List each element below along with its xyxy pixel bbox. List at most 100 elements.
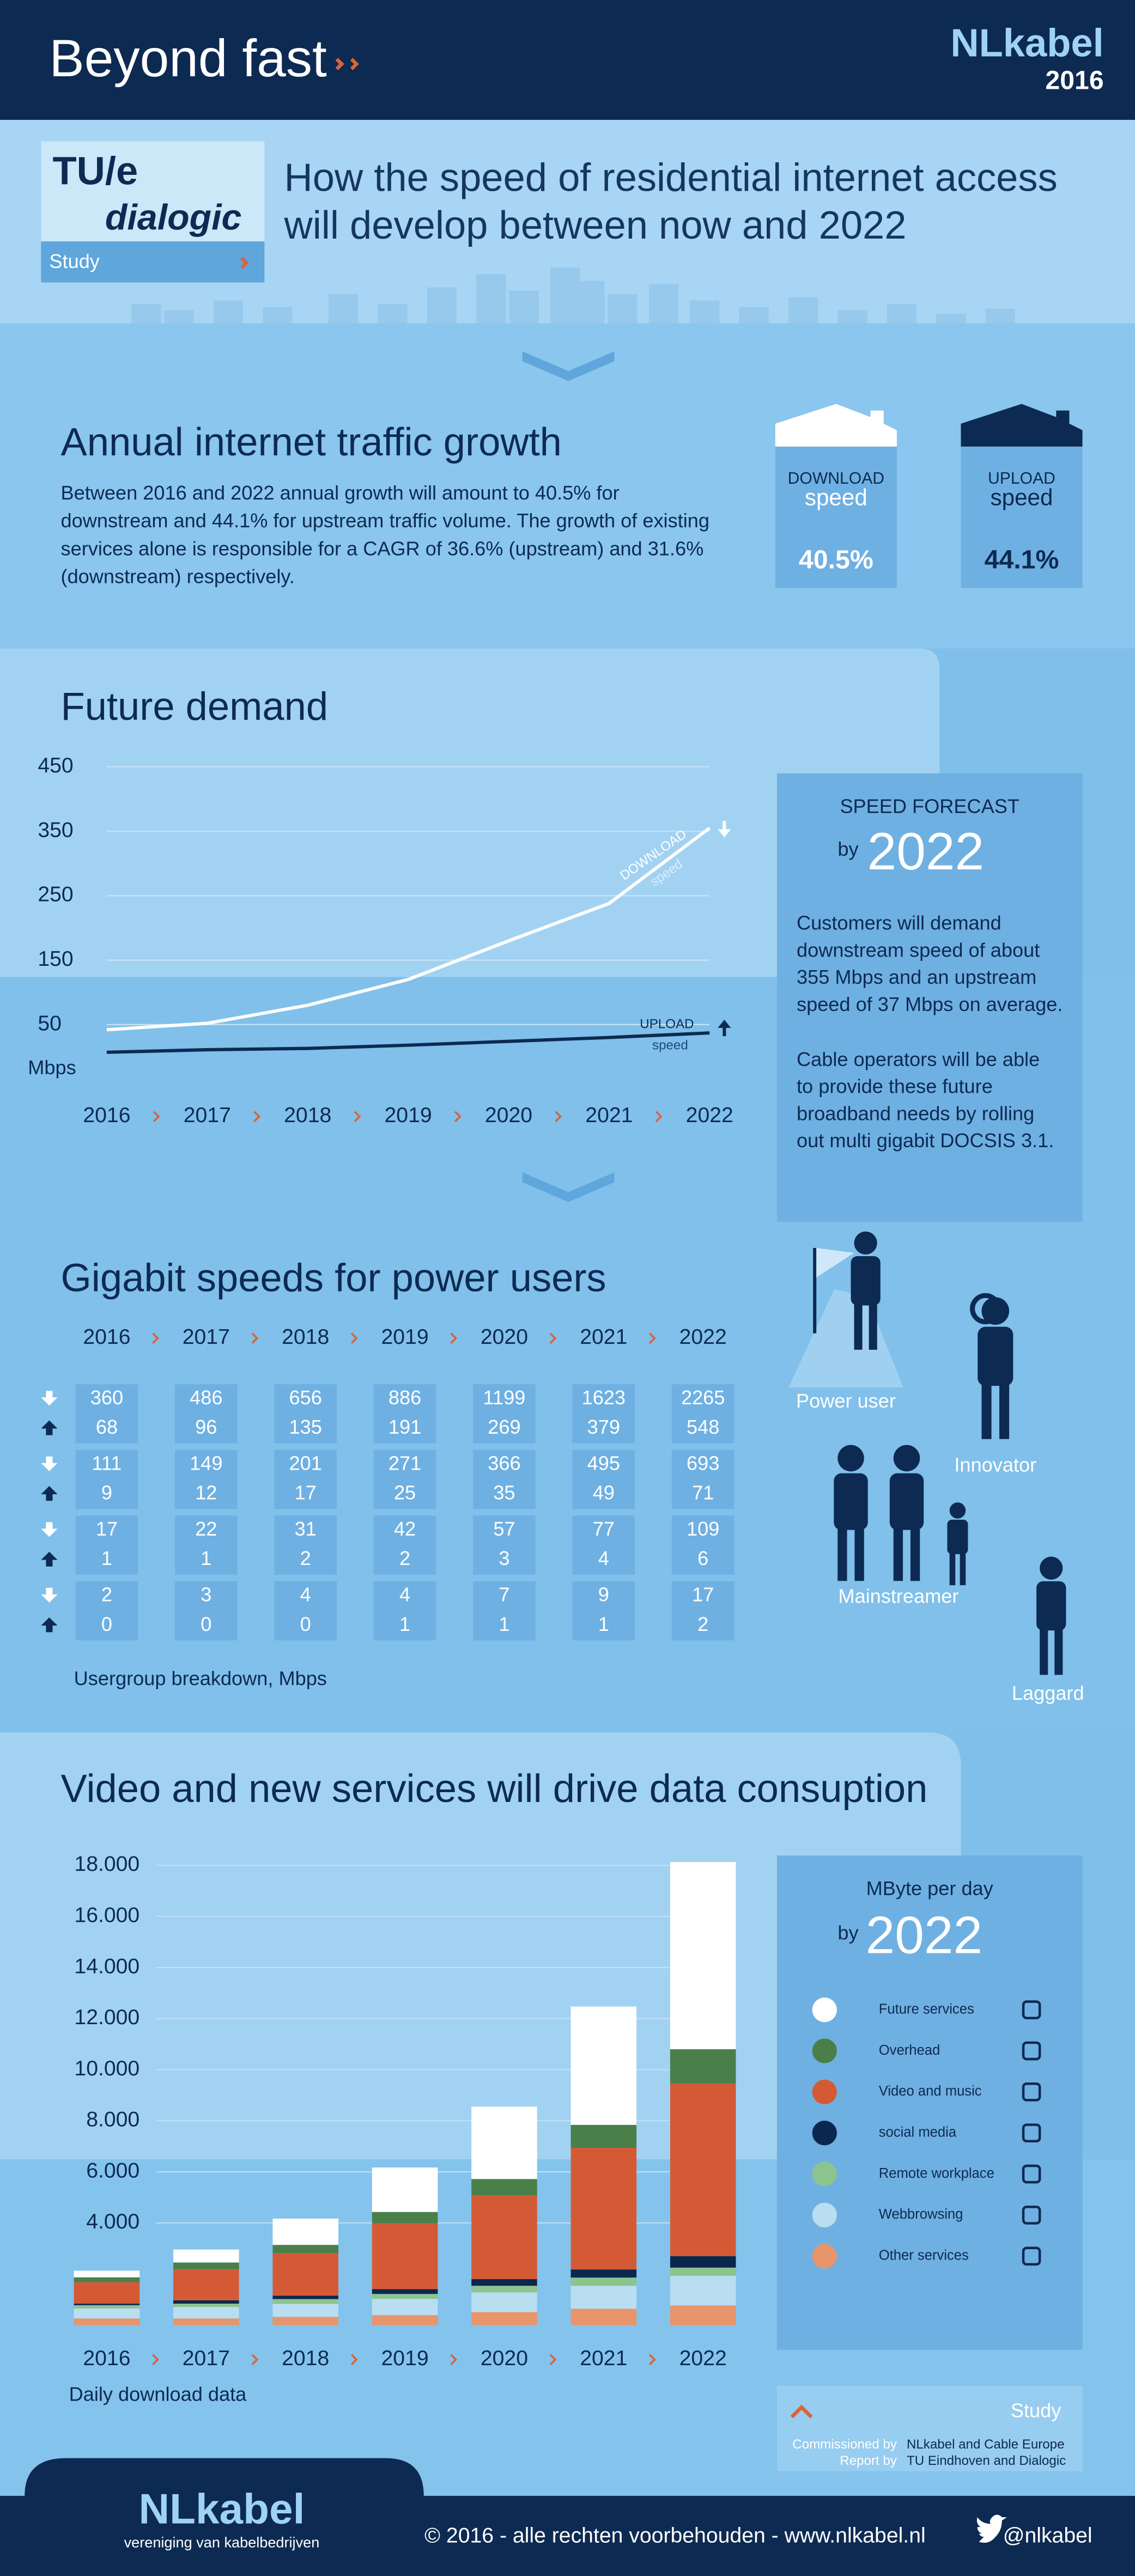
chevron: [648, 1332, 656, 1344]
y-tick-label: 50: [38, 1012, 62, 1035]
cell-value: 656: [289, 1386, 322, 1409]
forecast-line: 355 Mbps and an upstream: [797, 966, 1036, 988]
chevron: [648, 2354, 656, 2366]
cell-value: 31: [295, 1518, 317, 1540]
house-roof: [961, 404, 1083, 447]
person-body: [1036, 1581, 1066, 1631]
chevron: [152, 2354, 159, 2366]
person-body: [978, 1326, 1013, 1386]
cell-value: 17: [295, 1482, 317, 1504]
cell-value: 1: [598, 1613, 609, 1635]
legend-swatch: [812, 2038, 837, 2063]
cell-value: 366: [488, 1452, 520, 1474]
column-header: 2020: [481, 1325, 528, 1349]
cell-value: 111: [92, 1452, 122, 1474]
skyline: [509, 290, 539, 324]
flag: [816, 1247, 854, 1278]
bar-segment: [74, 2318, 140, 2325]
cell-value: 360: [90, 1386, 123, 1409]
forecast-line: speed of 37 Mbps on average.: [797, 993, 1063, 1015]
cell-value: 495: [587, 1452, 620, 1474]
table-cell: [572, 1384, 635, 1444]
bar-segment: [670, 2267, 736, 2276]
cell-value: 1623: [582, 1386, 626, 1409]
column-header: 2022: [679, 1325, 727, 1349]
chevron: [450, 1332, 458, 1344]
person-leg: [893, 1528, 903, 1581]
footer: [0, 2458, 1135, 2576]
cell-value: 109: [687, 1518, 719, 1540]
study-logo-box: [41, 141, 265, 242]
table-cell: [75, 1581, 138, 1641]
cell-value: 486: [190, 1386, 222, 1409]
chevron: [251, 2354, 259, 2366]
legend-swatch: [812, 2161, 837, 2187]
cell-value: 4: [598, 1547, 609, 1569]
table-cell: [175, 1515, 238, 1575]
person-body: [947, 1519, 968, 1555]
bar-segment: [173, 2304, 239, 2307]
logo-dialogic: dialogic: [105, 197, 242, 237]
person-leg: [869, 1304, 877, 1350]
table-cell: [572, 1450, 635, 1509]
download-sub: speed: [805, 485, 867, 510]
skyline: [378, 303, 408, 324]
x-tick-label: 2018: [284, 1104, 331, 1127]
bar-segment: [570, 2006, 637, 2125]
x-tick-label: 2022: [679, 2347, 727, 2370]
legend-swatch: [812, 2079, 837, 2104]
forecast-line: broadband needs by rolling: [797, 1102, 1034, 1124]
forecast-line: to provide these future: [797, 1075, 993, 1098]
legend-label: Overhead: [879, 2043, 940, 2058]
brand: NLkabel: [950, 22, 1103, 65]
cell-value: 77: [593, 1518, 615, 1540]
series-label: UPLOAD: [640, 1016, 694, 1031]
arrow-icon: [718, 821, 731, 838]
bar-segment: [670, 2049, 736, 2084]
bar-segment: [670, 1862, 736, 2049]
series-line: [106, 1031, 710, 1054]
legend-label: Webbrowsing: [879, 2207, 963, 2222]
bar-segment: [670, 2256, 736, 2268]
table-cell: [274, 1384, 337, 1444]
y-tick-label: 150: [38, 947, 73, 971]
skyline: [936, 313, 966, 324]
cell-value: 25: [394, 1482, 416, 1504]
arrow-up-icon: [41, 1551, 58, 1567]
chevron: [454, 1111, 462, 1123]
download-value: 40.5%: [799, 545, 873, 575]
x-tick-label: 2022: [686, 1104, 733, 1127]
y-tick-label: 18.000: [74, 1853, 139, 1876]
person-body: [851, 1256, 881, 1306]
person-body: [889, 1473, 924, 1530]
table-cell: [671, 1384, 735, 1444]
cell-value: 6: [697, 1547, 708, 1569]
footer-copyright: © 2016 - alle rechten voorbehouden - www…: [424, 2524, 926, 2548]
study-box: [776, 2385, 1083, 2471]
cell-value: 1: [499, 1613, 509, 1635]
table-cell: [671, 1515, 735, 1575]
chevron: [350, 2354, 358, 2366]
person-leg: [981, 1384, 992, 1439]
cell-value: 2265: [681, 1386, 725, 1409]
table-cell: [473, 1581, 536, 1641]
x-tick-label: 2019: [381, 2347, 428, 2370]
bar-segment: [272, 2299, 338, 2304]
cell-value: 35: [493, 1482, 515, 1504]
y-tick-label: 14.000: [74, 1954, 139, 1978]
column-header: 2016: [83, 1325, 130, 1349]
cell-value: 1199: [483, 1386, 526, 1409]
bar-segment: [173, 2318, 239, 2325]
cell-value: 9: [598, 1584, 609, 1606]
legend-icon: [1022, 2206, 1041, 2225]
x-tick-label: 2020: [485, 1104, 532, 1127]
legend-icon: [1022, 2123, 1041, 2143]
x-tick-label: 2016: [83, 2347, 130, 2370]
table-cell: [473, 1384, 536, 1444]
cell-value: 1: [201, 1547, 211, 1569]
chevron: [153, 1111, 160, 1123]
person-head: [949, 1502, 966, 1519]
demand-panel: [0, 648, 940, 977]
chevron: [549, 2354, 557, 2366]
cell-value: 379: [587, 1416, 620, 1438]
